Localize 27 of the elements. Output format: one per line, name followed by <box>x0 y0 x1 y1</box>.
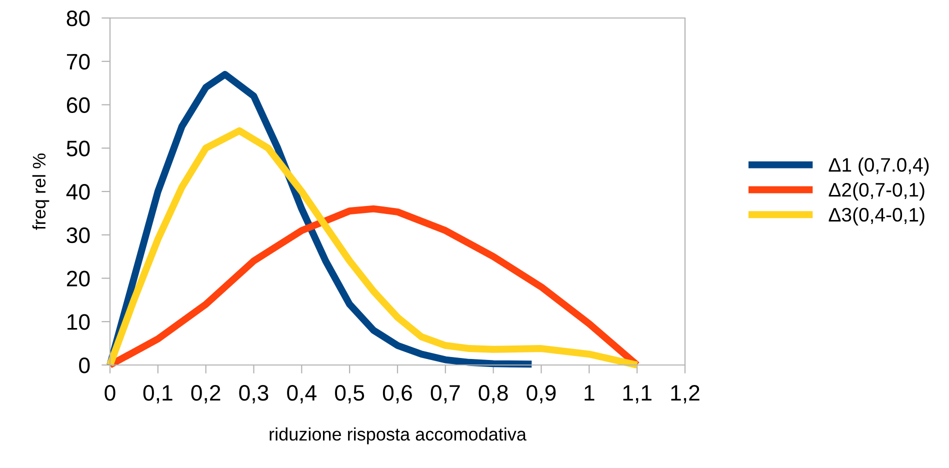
x-tick-label: 1,1 <box>623 385 652 404</box>
y-tick-label: 60 <box>66 97 90 114</box>
y-tick-label: 40 <box>66 184 90 200</box>
x-tick-label: 0,7 <box>430 385 460 404</box>
x-tick-label: 0,8 <box>478 385 508 404</box>
x-tick-label: 0,3 <box>239 385 268 404</box>
x-tick-label: 0,2 <box>191 385 220 404</box>
x-tick-label: 0 <box>104 385 116 401</box>
x-tick-label: 0,4 <box>287 385 316 404</box>
x-tick-label: 1 <box>584 385 594 401</box>
x-tick-label: 1,2 <box>671 385 700 404</box>
y-tick-label: 10 <box>68 314 90 330</box>
x-tick-label: 0,1 <box>143 385 172 404</box>
x-tick-label: 0,5 <box>335 385 364 404</box>
y-tick-label: 0 <box>79 358 90 374</box>
y-tick-label: 30 <box>66 227 90 244</box>
legend-label: Δ1 (0,7.0,4) <box>828 158 929 176</box>
y-tick-label: 50 <box>66 140 90 156</box>
legend-label: Δ2(0,7-0,1) <box>828 182 924 201</box>
legend-label: Δ3(0,4-0,1) <box>828 207 924 226</box>
x-tick-label: 0,6 <box>382 385 412 404</box>
y-tick-label: 20 <box>66 270 90 287</box>
y-tick-label: 80 <box>66 10 90 26</box>
x-axis-title: riduzione risposta accomodativa <box>270 427 526 444</box>
y-tick-label: 70 <box>66 54 90 70</box>
y-axis-title: freq rel % <box>32 154 50 230</box>
x-tick-label: 0,9 <box>526 385 556 404</box>
